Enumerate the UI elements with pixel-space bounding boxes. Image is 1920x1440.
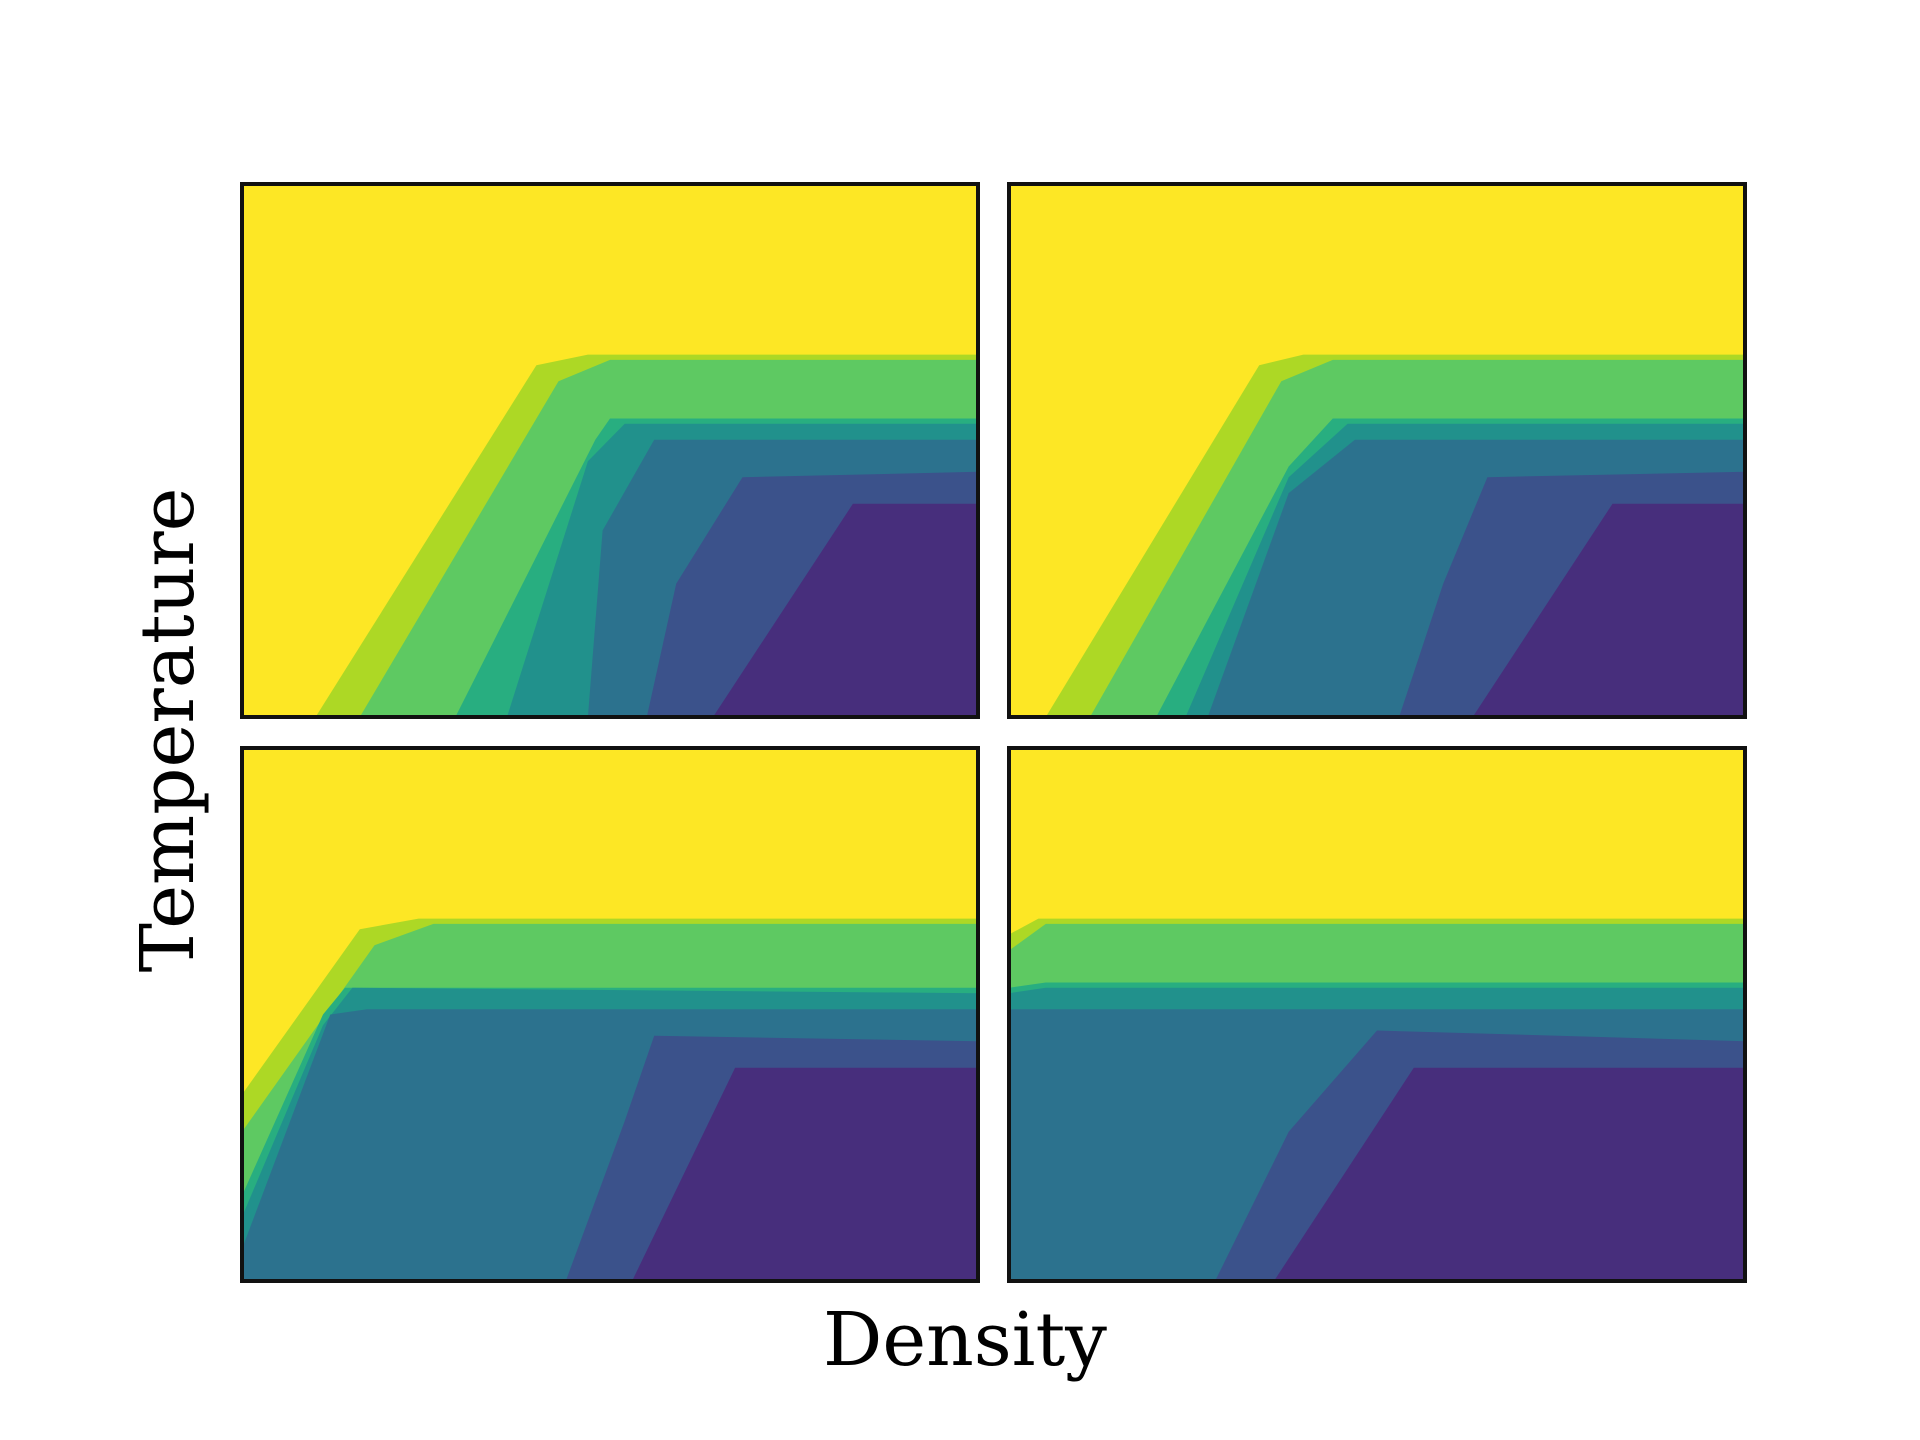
- contour-region-level-1: [632, 1067, 978, 1281]
- panel-group: [240, 182, 1747, 1283]
- panel-frame: [240, 182, 980, 719]
- contour-region-level-1: [1274, 1067, 1745, 1281]
- panel-frame: [1007, 182, 1747, 719]
- x-axis-label: Density: [823, 1297, 1107, 1383]
- contour-region-level-1: [1472, 503, 1745, 717]
- y-axis-label: Temperature: [125, 488, 211, 973]
- panel-frame: [240, 746, 980, 1283]
- panel-frame: [1007, 746, 1747, 1283]
- contour-region-level-1: [713, 503, 978, 717]
- heatmap-panel-bottom-left: [240, 746, 980, 1283]
- heatmap-panel-top-left: [240, 182, 980, 719]
- heatmap-panel-bottom-right: [1007, 746, 1747, 1283]
- heatmap-panel-top-right: [1007, 182, 1747, 719]
